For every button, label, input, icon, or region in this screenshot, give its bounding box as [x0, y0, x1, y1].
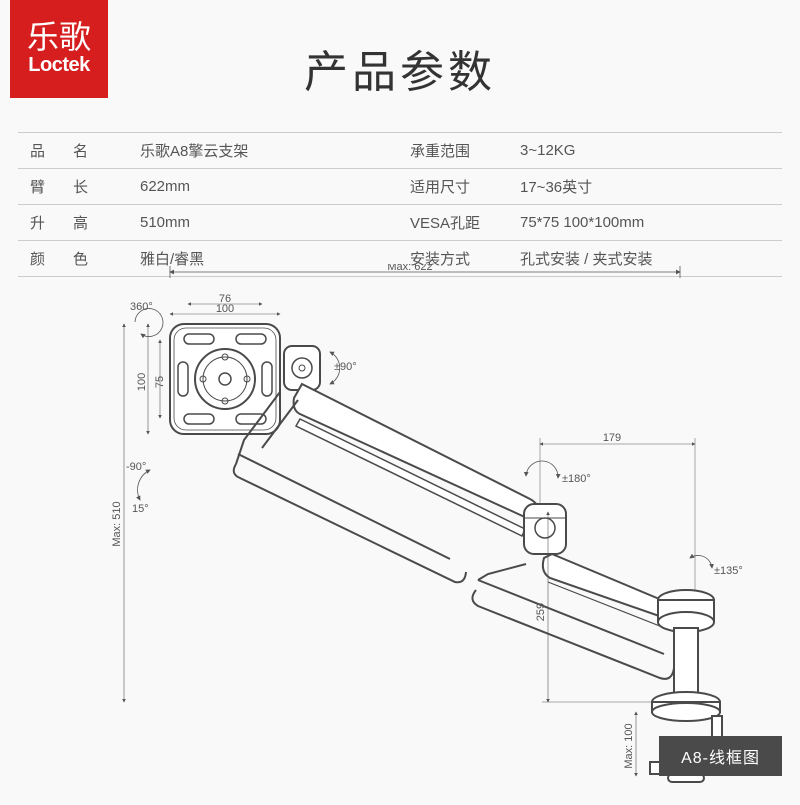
spec-label: 承重范围 — [398, 133, 508, 169]
table-row: 臂长622mm适用尺寸17~36英寸 — [18, 169, 782, 205]
spec-label: 升高 — [18, 205, 128, 241]
spec-value: 622mm — [128, 169, 398, 205]
spec-value: 3~12KG — [508, 133, 782, 169]
spec-label: 适用尺寸 — [398, 169, 508, 205]
svg-text:75: 75 — [154, 376, 166, 388]
spec-value: 乐歌A8擎云支架 — [128, 133, 398, 169]
svg-text:-90°: -90° — [126, 461, 146, 473]
svg-text:Max: 100: Max: 100 — [623, 723, 635, 768]
spec-table: 品名乐歌A8擎云支架承重范围3~12KG臂长622mm适用尺寸17~36英寸升高… — [18, 132, 782, 277]
brand-logo: 乐歌 Loctek — [10, 0, 108, 98]
svg-text:15°: 15° — [132, 503, 149, 515]
svg-text:76: 76 — [219, 293, 231, 305]
page-title: 产品参数 — [0, 0, 800, 100]
plate-joint: ±90° — [284, 346, 357, 390]
logo-english: Loctek — [28, 53, 89, 77]
svg-text:±90°: ±90° — [334, 361, 357, 373]
spec-value: 17~36英寸 — [508, 169, 782, 205]
wireframe-diagram: Max: 622 100 76 100 75 360° — [0, 264, 800, 800]
mid-joint — [524, 504, 566, 554]
svg-text:259: 259 — [535, 603, 547, 621]
spec-value: 75*75 100*100mm — [508, 205, 782, 241]
svg-text:179: 179 — [603, 432, 621, 444]
lower-arm — [472, 554, 688, 679]
svg-text:±180°: ±180° — [562, 473, 591, 485]
spec-label: 品名 — [18, 133, 128, 169]
svg-text:100: 100 — [136, 373, 148, 391]
spec-value: 510mm — [128, 205, 398, 241]
svg-text:360°: 360° — [130, 301, 153, 313]
vesa-plate: 100 76 100 75 — [136, 293, 280, 434]
table-row: 品名乐歌A8擎云支架承重范围3~12KG — [18, 133, 782, 169]
spec-label: VESA孔距 — [398, 205, 508, 241]
diagram-caption: A8-线框图 — [659, 736, 782, 776]
table-row: 升高510mmVESA孔距75*75 100*100mm — [18, 205, 782, 241]
spec-label: 臂长 — [18, 169, 128, 205]
svg-text:±135°: ±135° — [714, 565, 743, 577]
dim-max-width: Max: 622 — [387, 264, 432, 273]
logo-chinese: 乐歌 — [27, 21, 91, 53]
svg-text:Max: 510: Max: 510 — [111, 501, 123, 546]
